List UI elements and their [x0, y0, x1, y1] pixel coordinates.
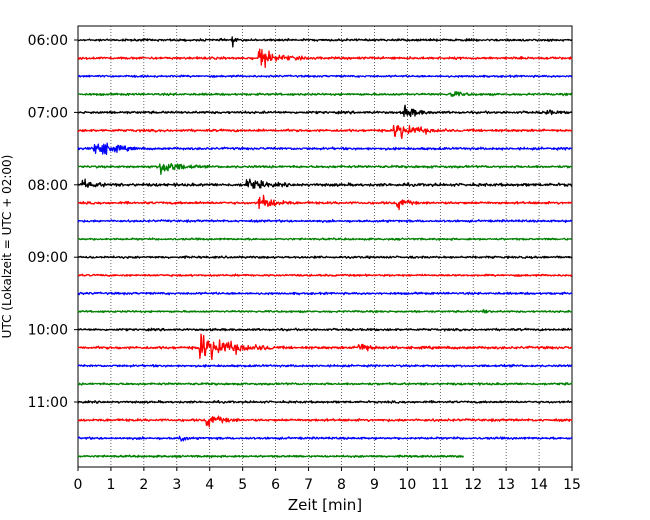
trace-0815: [77, 194, 573, 211]
x-tick-label: 2: [139, 477, 148, 493]
plot-area-frame: [77, 25, 573, 468]
trace-1130: [77, 435, 573, 442]
trace-1100: [77, 399, 573, 404]
y-axis-ticks: 06:00 07:00 08:00 09:00 10:00 11:00: [28, 33, 78, 411]
trace-1000: [77, 327, 573, 332]
y-tick-label: 09:00: [28, 250, 68, 266]
x-tick-label: 3: [172, 477, 181, 493]
y-axis-label: UTC (Lokalzeit = UTC + 02:00): [0, 155, 14, 339]
y-tick-label: 06:00: [28, 33, 68, 49]
trace-0715: [77, 124, 573, 140]
trace-0600: [77, 36, 573, 48]
x-axis-label: Zeit [min]: [288, 496, 362, 514]
trace-0800: [77, 178, 573, 189]
x-tick-label: 14: [530, 477, 548, 493]
trace-0900: [77, 255, 573, 260]
trace-1045: [77, 381, 573, 386]
trace-0830: [77, 218, 573, 224]
x-tick-label: 1: [106, 477, 115, 493]
x-tick-label: 8: [337, 477, 346, 493]
trace-0915: [77, 273, 573, 278]
x-tick-label: 13: [497, 477, 515, 493]
x-tick-label: 12: [464, 477, 482, 493]
y-tick-label: 07:00: [28, 105, 68, 121]
trace-0945: [77, 308, 573, 314]
x-axis-ticks: 0 1 2 3 4 5 6 7 8 9 10 11 12 13 14 15: [74, 467, 581, 493]
trace-0700: [77, 104, 573, 118]
trace-1145: [77, 454, 464, 459]
trace-0645: [77, 90, 573, 97]
x-tick-label: 7: [304, 477, 313, 493]
trace-1115: [77, 415, 573, 428]
trace-0930: [77, 291, 573, 296]
trace-1015: [77, 333, 573, 361]
seismic-traces: [77, 36, 573, 459]
x-tick-label: 9: [370, 477, 379, 493]
y-tick-label: 11:00: [28, 395, 68, 411]
trace-0615: [77, 48, 573, 68]
x-tick-label: 5: [238, 477, 247, 493]
y-tick-label: 10:00: [28, 323, 68, 339]
trace-0745: [77, 162, 573, 175]
trace-0630: [77, 74, 573, 78]
trace-0730: [77, 142, 573, 155]
x-tick-label: 6: [271, 477, 280, 493]
trace-1030: [77, 363, 573, 368]
y-tick-label: 08:00: [28, 178, 68, 194]
x-tick-label: 11: [431, 477, 449, 493]
x-tick-label: 10: [398, 477, 416, 493]
trace-0845: [77, 237, 573, 241]
x-tick-label: 0: [74, 477, 83, 493]
x-tick-label: 4: [205, 477, 214, 493]
x-tick-label: 15: [563, 477, 581, 493]
